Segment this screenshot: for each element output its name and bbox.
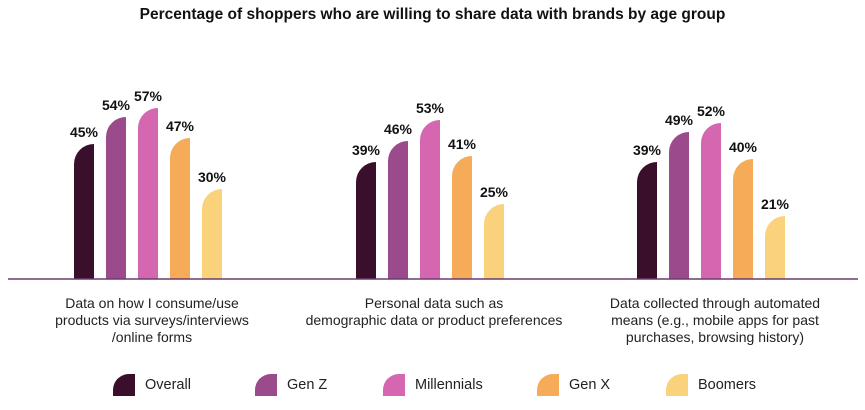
bar-millennials-2: [420, 120, 440, 279]
category-label-line: Data collected through automated: [610, 295, 820, 311]
bar-gen-x-2: [452, 156, 472, 279]
bar-gen-z-3: [669, 132, 689, 279]
legend-item-overall: Overall: [113, 372, 191, 398]
value-label: 21%: [761, 196, 790, 212]
value-label: 40%: [729, 139, 758, 155]
category-label-line: Personal data such as: [365, 295, 504, 311]
legend-label: Boomers: [698, 377, 757, 393]
value-label: 52%: [697, 103, 726, 119]
bars-layer: [74, 108, 785, 279]
legend-label: Millennials: [415, 377, 483, 393]
legend-item-gen-z: Gen Z: [255, 372, 327, 398]
legend-label: Overall: [145, 377, 191, 393]
value-label: 30%: [198, 169, 227, 185]
category-label-line: purchases, browsing history): [626, 329, 804, 345]
category-label-line: products via surveys/interviews: [55, 312, 249, 328]
legend-swatch: [537, 374, 559, 396]
bar-boomers-2: [484, 204, 504, 279]
value-labels-layer: 45%54%57%47%30%39%46%53%41%25%39%49%52%4…: [70, 88, 790, 212]
bar-gen-z-1: [106, 117, 126, 279]
legend-swatch: [666, 374, 688, 396]
bar-chart: 45%54%57%47%30%39%46%53%41%25%39%49%52%4…: [8, 88, 858, 345]
bar-millennials-1: [138, 108, 158, 279]
legend-label: Gen Z: [287, 377, 328, 393]
legend-item-boomers: Boomers: [666, 372, 756, 398]
value-label: 45%: [70, 124, 99, 140]
legend-item-gen-x: Gen X: [537, 372, 610, 398]
value-label: 49%: [665, 112, 694, 128]
chart-title: Percentage of shoppers who are willing t…: [139, 6, 726, 23]
bar-gen-z-2: [388, 141, 408, 279]
bar-gen-x-1: [170, 138, 190, 279]
legend-swatch: [255, 374, 277, 396]
category-label-line: Data on how I consume/use: [65, 295, 239, 311]
category-label-line: /online forms: [112, 329, 192, 345]
value-label: 47%: [166, 118, 195, 134]
bar-gen-x-3: [733, 159, 753, 279]
legend-item-millennials: Millennials: [383, 372, 483, 398]
value-label: 25%: [480, 184, 509, 200]
legend: Overall Gen Z Millennials Gen X Boomers: [0, 372, 865, 400]
bar-overall-1: [74, 144, 94, 279]
value-label: 54%: [102, 97, 131, 113]
bar-boomers-3: [765, 216, 785, 279]
legend-label: Gen X: [569, 377, 611, 393]
bar-millennials-3: [701, 123, 721, 279]
value-label: 53%: [416, 100, 445, 116]
value-label: 41%: [448, 136, 477, 152]
value-label: 46%: [384, 121, 413, 137]
category-label-line: demographic data or product preferences: [306, 312, 563, 328]
value-label: 39%: [633, 142, 662, 158]
bar-overall-3: [637, 162, 657, 279]
value-label: 39%: [352, 142, 381, 158]
value-label: 57%: [134, 88, 163, 104]
category-label-line: means (e.g., mobile apps for past: [611, 312, 819, 328]
legend-swatch: [383, 374, 405, 396]
bar-boomers-1: [202, 189, 222, 279]
legend-swatch: [113, 374, 135, 396]
bar-overall-2: [356, 162, 376, 279]
